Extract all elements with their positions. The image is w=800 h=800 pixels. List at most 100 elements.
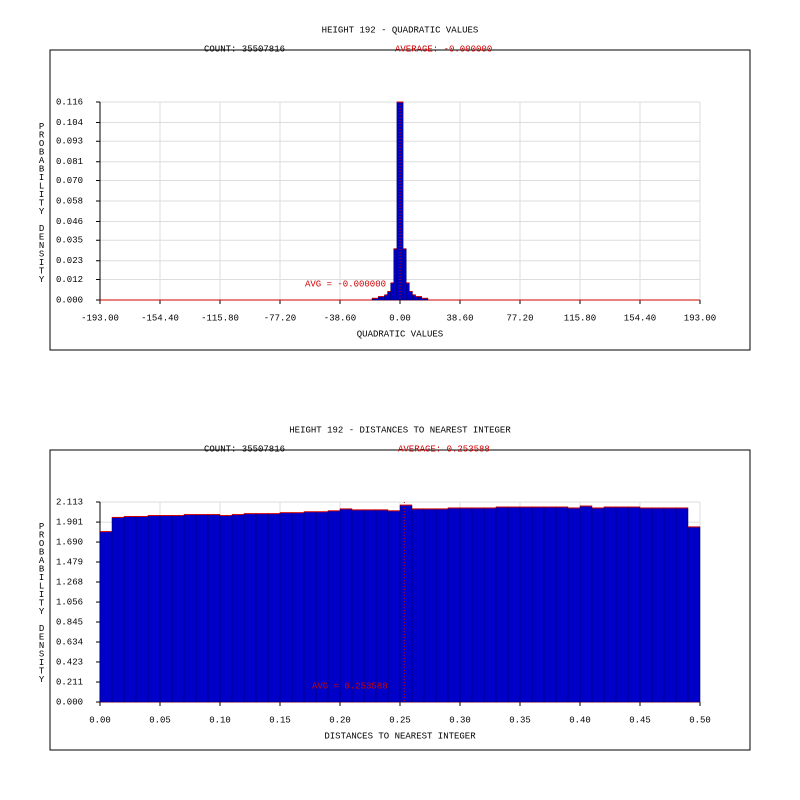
- y-tick-label: 0.035: [56, 236, 83, 246]
- bar: [418, 296, 423, 301]
- chart-title: HEIGHT 192 - QUADRATIC VALUES: [322, 25, 479, 35]
- avg-annotation: AVG = 0.253588: [312, 681, 388, 691]
- bar: [435, 508, 449, 703]
- chart-frame: [49, 49, 751, 351]
- bar: [579, 505, 593, 703]
- y-axis-label: PROBABILITY DENSITY: [37, 522, 47, 684]
- bar: [651, 507, 665, 703]
- bar: [603, 506, 617, 703]
- bar: [381, 296, 385, 301]
- average-label: AVERAGE: -0.000000: [395, 44, 492, 54]
- y-tick-label: 0.000: [56, 295, 83, 305]
- x-axis-label: QUADRATIC VALUES: [357, 329, 443, 339]
- y-axis-label: PROBABILITY DENSITY: [37, 122, 47, 284]
- bar: [495, 506, 509, 703]
- y-tick-label: 0.093: [56, 137, 83, 147]
- y-tick-label: 1.268: [56, 577, 83, 587]
- average-label: AVERAGE: 0.253588: [398, 444, 490, 454]
- chart-frame: [49, 449, 751, 751]
- y-tick-label: 0.104: [56, 118, 83, 128]
- bar: [483, 507, 497, 703]
- bar: [627, 506, 641, 703]
- bar: [147, 515, 161, 703]
- bar: [399, 504, 413, 703]
- count-label: COUNT: 35507816: [204, 44, 285, 54]
- y-tick-label: 0.423: [56, 657, 83, 667]
- bar: [555, 506, 569, 703]
- bar: [339, 508, 353, 703]
- bar: [327, 510, 341, 703]
- y-tick-label: 1.479: [56, 557, 83, 567]
- bar: [387, 291, 391, 301]
- x-tick-label: -77.20: [264, 313, 296, 323]
- y-tick-label: 0.211: [56, 677, 83, 687]
- bar: [231, 514, 245, 703]
- count-label: COUNT: 35507816: [204, 444, 285, 454]
- bar: [171, 515, 185, 703]
- x-tick-label: 0.05: [149, 715, 171, 725]
- bar: [351, 509, 365, 703]
- x-tick-label: -154.40: [141, 313, 179, 323]
- bar: [591, 507, 605, 703]
- x-tick-label: -38.60: [324, 313, 356, 323]
- y-tick-label: 0.023: [56, 256, 83, 266]
- bar: [255, 513, 269, 703]
- x-tick-label: 0.15: [269, 715, 291, 725]
- bar: [279, 512, 293, 703]
- y-tick-label: 0.634: [56, 637, 83, 647]
- bar: [390, 282, 395, 301]
- x-axis-label: DISTANCES TO NEAREST INTEGER: [324, 731, 476, 741]
- bar: [195, 514, 209, 703]
- y-tick-label: 0.081: [56, 157, 83, 167]
- bar: [183, 514, 197, 703]
- x-tick-label: 0.00: [389, 313, 411, 323]
- x-tick-label: -193.00: [81, 313, 119, 323]
- y-tick-label: 1.056: [56, 597, 83, 607]
- bar: [459, 507, 473, 703]
- x-tick-label: 154.40: [624, 313, 656, 323]
- y-tick-label: 2.113: [56, 497, 83, 507]
- y-tick-label: 1.901: [56, 517, 83, 527]
- bar: [639, 507, 653, 703]
- bar: [207, 514, 221, 703]
- bar: [377, 296, 382, 301]
- x-tick-label: 0.50: [689, 715, 711, 725]
- x-tick-label: 0.40: [569, 715, 591, 725]
- bar: [423, 508, 437, 703]
- bar: [243, 513, 257, 703]
- bar: [415, 296, 419, 301]
- bar: [123, 516, 137, 703]
- bar: [531, 506, 545, 703]
- bar: [393, 248, 398, 301]
- y-tick-label: 0.116: [56, 97, 83, 107]
- x-tick-label: -115.80: [201, 313, 239, 323]
- x-tick-label: 193.00: [684, 313, 716, 323]
- x-tick-label: 0.35: [509, 715, 531, 725]
- bar: [405, 282, 410, 301]
- x-tick-label: 77.20: [506, 313, 533, 323]
- y-tick-label: 0.845: [56, 617, 83, 627]
- bar: [412, 294, 416, 301]
- x-tick-label: 115.80: [564, 313, 596, 323]
- bar: [159, 515, 173, 703]
- bar: [303, 511, 317, 703]
- bar: [99, 531, 113, 703]
- bar: [411, 508, 425, 703]
- bar: [675, 507, 689, 703]
- x-tick-label: 0.45: [629, 715, 651, 725]
- bar: [375, 509, 389, 703]
- bar: [615, 506, 629, 703]
- bar: [447, 507, 461, 703]
- y-tick-label: 0.046: [56, 217, 83, 227]
- y-tick-label: 0.070: [56, 176, 83, 186]
- bar: [267, 513, 281, 703]
- x-tick-label: 0.10: [209, 715, 231, 725]
- bar: [567, 507, 581, 703]
- bar: [507, 506, 521, 703]
- y-tick-label: 1.690: [56, 537, 83, 547]
- x-tick-label: 0.25: [389, 715, 411, 725]
- bar: [387, 510, 401, 703]
- bar: [471, 507, 485, 703]
